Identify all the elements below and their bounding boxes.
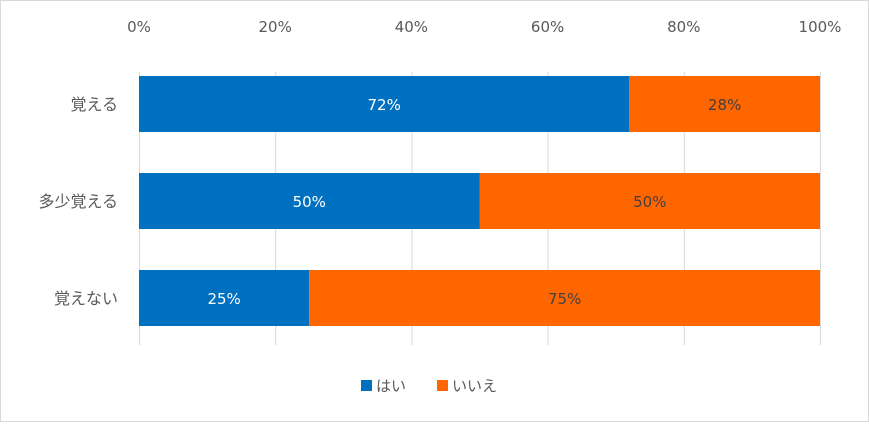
- data-label-yes-1: 50%: [293, 193, 326, 211]
- category-label-2: 覚えない: [54, 289, 118, 308]
- bars: 72% 28% 50% 50% 25% 75%: [139, 76, 820, 326]
- data-label-no-1: 50%: [633, 193, 666, 211]
- legend: はい いいえ: [361, 377, 497, 395]
- x-tick-label-100: 100%: [799, 18, 842, 36]
- bar-no-2: [309, 270, 820, 326]
- x-tick-label-0: 0%: [127, 18, 151, 36]
- x-tick-label-60: 60%: [531, 18, 564, 36]
- bar-yes-2: [139, 270, 310, 326]
- data-label-yes-2: 25%: [207, 290, 240, 308]
- legend-label-1: いいえ: [452, 377, 497, 395]
- x-axis-ticks: 0% 20% 40% 60% 80% 100%: [127, 18, 841, 36]
- legend-swatch-1: [437, 380, 448, 391]
- legend-swatch-0: [361, 380, 372, 391]
- data-label-no-0: 28%: [708, 96, 741, 114]
- bar-no-1: [479, 173, 820, 229]
- legend-label-0: はい: [376, 377, 406, 395]
- bar-yes-0: [139, 76, 630, 132]
- data-label-no-2: 75%: [548, 290, 581, 308]
- category-label-0: 覚える: [70, 95, 118, 114]
- category-label-1: 多少覚える: [38, 192, 118, 211]
- bar-yes-1: [139, 173, 480, 229]
- x-tick-label-80: 80%: [667, 18, 700, 36]
- x-tick-label-20: 20%: [259, 18, 292, 36]
- x-tick-label-40: 40%: [395, 18, 428, 36]
- bar-no-0: [629, 76, 820, 132]
- data-label-yes-0: 72%: [367, 96, 400, 114]
